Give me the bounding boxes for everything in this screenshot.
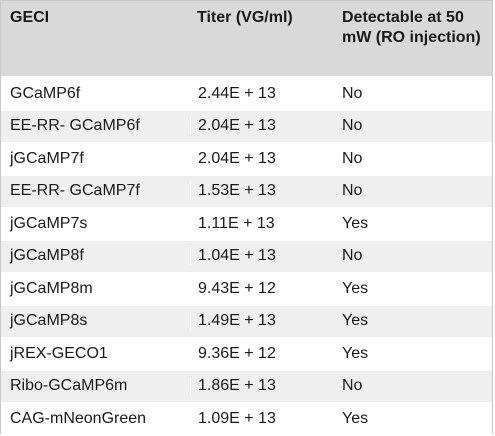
table-row: jGCaMP7f 2.04E + 13 No [1,142,492,175]
titer-cell: 2.44E + 13 [198,84,276,102]
detectable-cell: No [342,182,363,200]
header-geci: GECI [10,9,50,26]
detectable-cell: No [342,149,363,167]
geci-cell: CAG-mNeonGreen [1,409,191,428]
detectable-cell: No [342,84,363,102]
table-row: jGCaMP7s 1.11E + 13 Yes [1,207,492,240]
table-row: EE-RR- GCaMP7f 1.53E + 13 No [1,174,492,207]
titer-cell: 1.49E + 13 [198,312,276,330]
geci-cell: jREX-GECO1 [1,344,191,363]
table-body: GCaMP6f 2.44E + 13 No EE-RR- GCaMP6f 2.0… [1,77,492,435]
titer-cell: 1.11E + 13 [198,214,275,232]
geci-cell: jGCaMP8f [1,247,191,266]
table-row: jREX-GECO1 9.36E + 12 Yes [1,337,492,370]
detectable-cell: Yes [342,279,369,297]
table-row: EE-RR- GCaMP6f 2.04E + 13 No [1,109,492,142]
detectable-cell: No [342,247,363,265]
geci-cell: GCaMP6f [1,84,191,103]
geci-cell: Ribo-GCaMP6m [1,377,191,396]
geci-cell: jGCaMP8s [1,312,191,331]
geci-cell: jGCaMP8m [1,279,191,298]
table-row: CAG-mNeonGreen 1.09E + 13 Yes [1,402,492,435]
titer-cell: 2.04E + 13 [198,149,276,167]
detectable-cell: No [342,377,363,395]
titer-cell: 1.09E + 13 [198,409,276,427]
titer-cell: 2.04E + 13 [198,117,276,135]
geci-cell: EE-RR- GCaMP7f [1,182,191,201]
table-header: GECI Titer (VG/ml) Detectable at 50 mW (… [1,1,492,77]
geci-cell: jGCaMP7s [1,214,191,233]
table-row: Ribo-GCaMP6m 1.86E + 13 No [1,369,492,402]
detectable-cell: No [342,117,363,135]
titer-cell: 9.36E + 12 [198,344,276,362]
table-row: jGCaMP8s 1.49E + 13 Yes [1,304,492,337]
titer-cell: 1.04E + 13 [198,247,276,265]
detectable-cell: Yes [342,409,369,427]
titer-cell: 9.43E + 12 [198,279,276,297]
titer-cell: 1.86E + 13 [198,377,276,395]
geci-cell: jGCaMP7f [1,149,191,168]
detectable-cell: Yes [342,312,369,330]
header-titer: Titer (VG/ml) [197,9,293,26]
detectable-cell: Yes [342,214,369,232]
table-row: jGCaMP8m 9.43E + 12 Yes [1,272,492,305]
titer-cell: 1.53E + 13 [198,182,276,200]
table-row: GCaMP6f 2.44E + 13 No [1,77,492,110]
table-row: jGCaMP8f 1.04E + 13 No [1,239,492,272]
header-detectable: Detectable at 50 mW (RO injection) [342,9,481,46]
geci-cell: EE-RR- GCaMP6f [1,117,191,136]
detectable-cell: Yes [342,344,369,362]
